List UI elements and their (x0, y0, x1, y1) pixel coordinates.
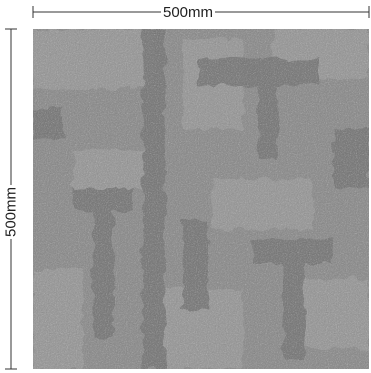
carpet-tile-texture (33, 29, 369, 369)
height-dimension-label: 500mm (2, 184, 20, 240)
width-dimension-label: 500mm (160, 4, 216, 21)
carpet-tile-image (33, 29, 369, 369)
